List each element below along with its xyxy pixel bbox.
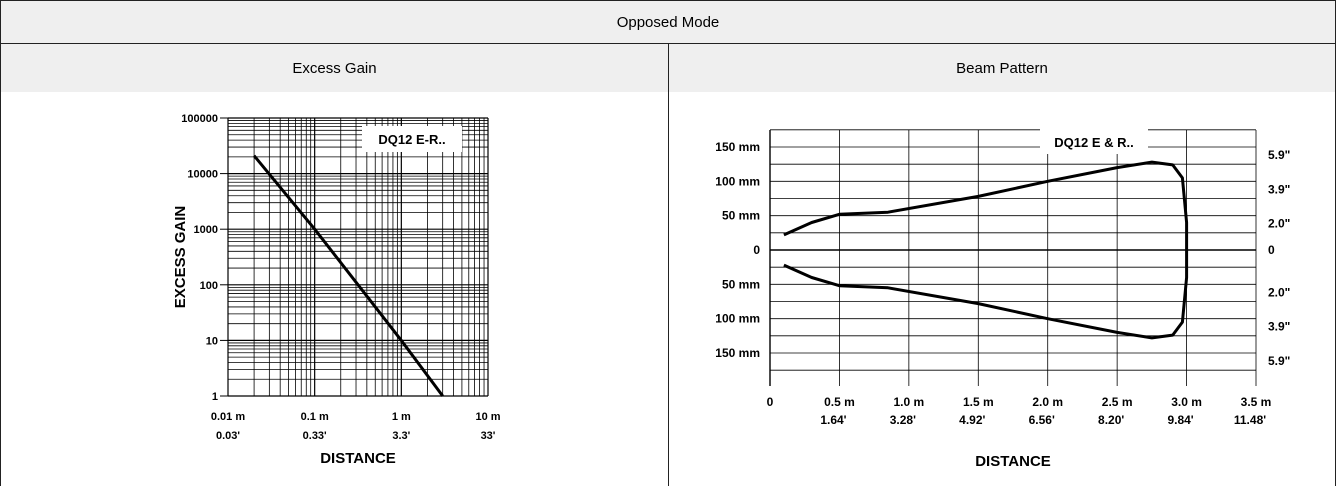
y-tick-label: 1 [212,391,218,403]
x-tick-label: 1 m [392,411,411,423]
y-tick-label-mm: 150 mm [715,140,760,154]
y-tick-label-mm: 50 mm [722,209,760,223]
y-tick-label: 10000 [187,169,218,181]
x-tick-label: 1.5 m [963,395,994,409]
x-tick-label-feet: 3.3' [392,430,410,442]
y-tick-label: 1000 [194,224,218,236]
y-tick-label-mm: 100 mm [715,312,760,326]
x-tick-label: 2.0 m [1032,395,1063,409]
x-tick-label: 0.5 m [824,395,855,409]
x-tick-label: 1.0 m [894,395,925,409]
x-tick-label-feet: 1.64' [820,413,846,427]
x-tick-label: 0.1 m [301,411,329,423]
x-tick-label-feet: 3.28' [890,413,916,427]
x-axis-title: DISTANCE [975,453,1051,470]
gain-curve [252,154,444,397]
x-tick-label-feet: 9.84' [1167,413,1193,427]
x-tick-label: 0.01 m [211,411,245,423]
chart-label-box [1040,128,1148,154]
y-tick-label-mm: 0 [753,243,760,257]
x-tick-label-feet: 4.92' [959,413,985,427]
y-tick-label-inch: 3.9" [1268,320,1290,334]
y-tick-label: 10 [206,335,218,347]
y-tick-label: 100000 [181,113,218,125]
x-axis-title: DISTANCE [320,450,396,467]
y-tick-label-inch: 0 [1268,243,1275,257]
column-divider [668,92,669,486]
y-tick-label-inch: 2.0" [1268,285,1290,299]
y-tick-label-inch: 2.0" [1268,217,1290,231]
chart-label: DQ12 E-R.. [378,132,445,147]
mode-title: Opposed Mode [616,13,720,31]
mode-title-cell: Opposed Mode [0,0,1336,44]
beam-pattern-header-cell: Beam Pattern [668,43,1336,93]
excess-gain-title: Excess Gain [292,59,377,77]
x-tick-label-feet: 0.33' [303,430,327,442]
chart-label: DQ12 E & R.. [1054,135,1133,150]
chart-label-box [362,126,462,152]
y-tick-label-inch: 5.9" [1268,148,1290,162]
x-tick-label-feet: 11.48' [1234,413,1266,427]
x-tick-label: 0 [767,395,774,409]
x-tick-label-feet: 33' [481,430,496,442]
x-tick-label: 10 m [475,411,500,423]
x-tick-label: 3.5 m [1241,395,1272,409]
y-tick-label-mm: 150 mm [715,346,760,360]
y-tick-label-mm: 50 mm [722,277,760,291]
y-tick-label-inch: 5.9" [1268,354,1290,368]
beam-envelope [783,160,1189,340]
x-tick-label-feet: 6.56' [1029,413,1055,427]
y-tick-label: 100 [200,280,218,292]
excess-gain-chart: 1 10 100 1000 10000 100000 0.01 m 0.03' 0.1 m 0.3… [172,113,501,467]
y-tick-label-mm: 100 mm [715,174,760,188]
beam-pattern-title: Beam Pattern [956,59,1048,77]
x-tick-label-feet: 8.20' [1098,413,1124,427]
x-tick-label: 3.0 m [1171,395,1202,409]
y-axis-title: EXCESS GAIN [172,206,189,309]
y-tick-label-inch: 3.9" [1268,182,1290,196]
x-tick-label: 2.5 m [1102,395,1133,409]
x-tick-label-feet: 0.03' [216,430,240,442]
